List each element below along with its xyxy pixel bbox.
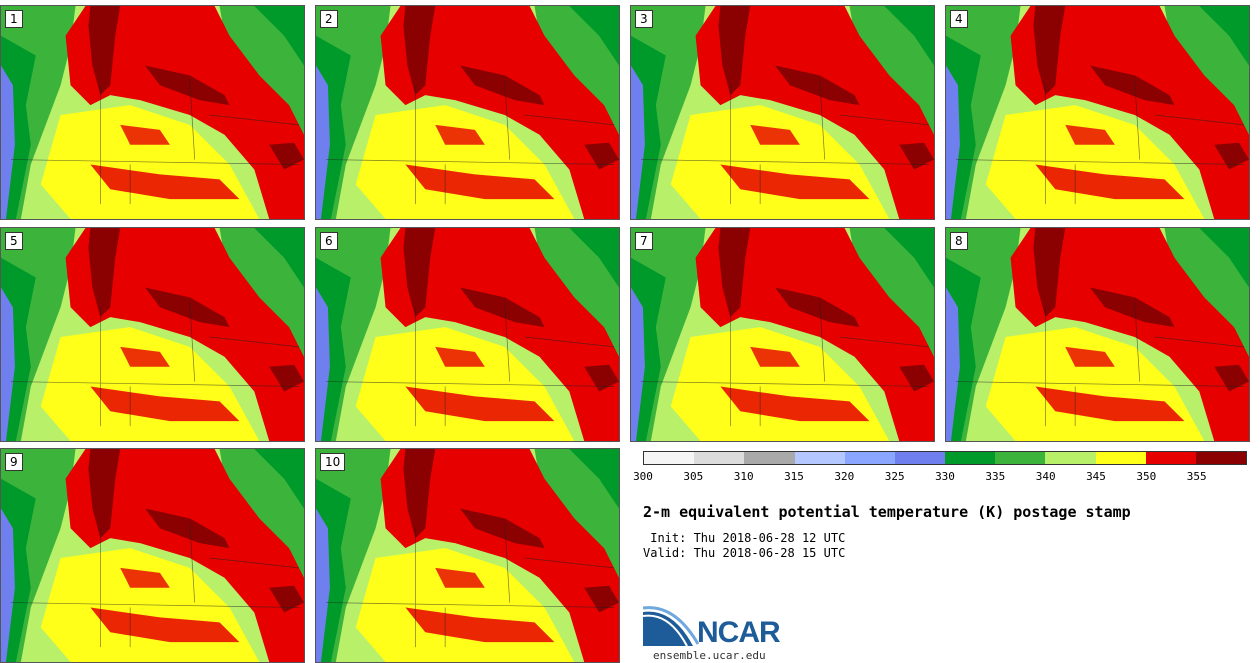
valid-time: Valid: Thu 2018-06-28 15 UTC <box>643 546 846 560</box>
member-label: 3 <box>635 10 653 28</box>
map-field <box>1 6 304 219</box>
colorbar-tick-label: 350 <box>1136 470 1157 483</box>
colorbar-swatch <box>995 452 1046 464</box>
colorbar-tick-label: 330 <box>935 470 955 483</box>
colorbar-swatch <box>1045 452 1096 464</box>
colorbar-tick-label: 320 <box>834 470 855 483</box>
member-panel-9: 9 <box>0 448 305 663</box>
map-field <box>631 228 934 441</box>
map-field <box>1 449 304 662</box>
colorbar-swatch <box>894 452 946 464</box>
member-label: 8 <box>950 232 968 250</box>
ncar-logo-icon <box>643 606 700 647</box>
colorbar-tick-label: 310 <box>733 470 754 483</box>
member-label: 4 <box>950 10 968 28</box>
init-time: Init: Thu 2018-06-28 12 UTC <box>643 531 846 545</box>
map-field <box>316 449 619 662</box>
colorbar-swatch <box>1145 452 1196 464</box>
site-url: ensemble.ucar.edu <box>653 649 766 662</box>
map-field <box>946 6 1249 219</box>
colorbar-tick-label: 325 <box>884 470 905 483</box>
ncar-logo-text: NCAR <box>697 616 781 649</box>
member-label: 7 <box>635 232 653 250</box>
member-panel-10: 10 <box>315 448 620 663</box>
member-label: 10 <box>320 453 346 471</box>
member-label: 5 <box>5 232 23 250</box>
member-panel-3: 3 <box>630 5 935 220</box>
colorbar-swatch <box>694 452 745 464</box>
map-field <box>316 6 619 219</box>
member-label: 6 <box>320 232 338 250</box>
colorbar-swatch <box>844 452 895 464</box>
colorbar-tick-label: 305 <box>683 470 704 483</box>
colorbar <box>643 451 1247 465</box>
member-panel-2: 2 <box>315 5 620 220</box>
member-panel-8: 8 <box>945 227 1250 442</box>
member-label: 1 <box>5 10 23 28</box>
colorbar-swatch <box>644 452 695 464</box>
map-field <box>946 228 1249 441</box>
colorbar-ticks: 300 305 310 315 320 325 330 335 340 345 350 355 <box>633 470 1247 484</box>
colorbar-swatch <box>1195 452 1247 464</box>
map-field <box>316 228 619 441</box>
colorbar-tick-label: 355 <box>1186 470 1207 483</box>
colorbar-swatch <box>794 452 845 464</box>
member-panel-5: 5 <box>0 227 305 442</box>
member-panel-4: 4 <box>945 5 1250 220</box>
member-label: 2 <box>320 10 338 28</box>
colorbar-swatch <box>945 452 996 464</box>
member-panel-1: 1 <box>0 5 305 220</box>
member-label: 9 <box>5 453 23 471</box>
colorbar-tick-label: 315 <box>784 470 804 483</box>
map-field <box>1 228 304 441</box>
plot-title: 2-m equivalent potential temperature (K)… <box>643 503 1131 521</box>
colorbar-tick-label: 345 <box>1086 470 1106 483</box>
colorbar-tick-label: 300 <box>633 470 653 483</box>
member-panel-6: 6 <box>315 227 620 442</box>
colorbar-tick-label: 340 <box>1035 470 1056 483</box>
colorbar-tick-label: 335 <box>985 470 1006 483</box>
member-panel-7: 7 <box>630 227 935 442</box>
map-field <box>631 6 934 219</box>
colorbar-swatch <box>744 452 795 464</box>
colorbar-swatch <box>1095 452 1146 464</box>
